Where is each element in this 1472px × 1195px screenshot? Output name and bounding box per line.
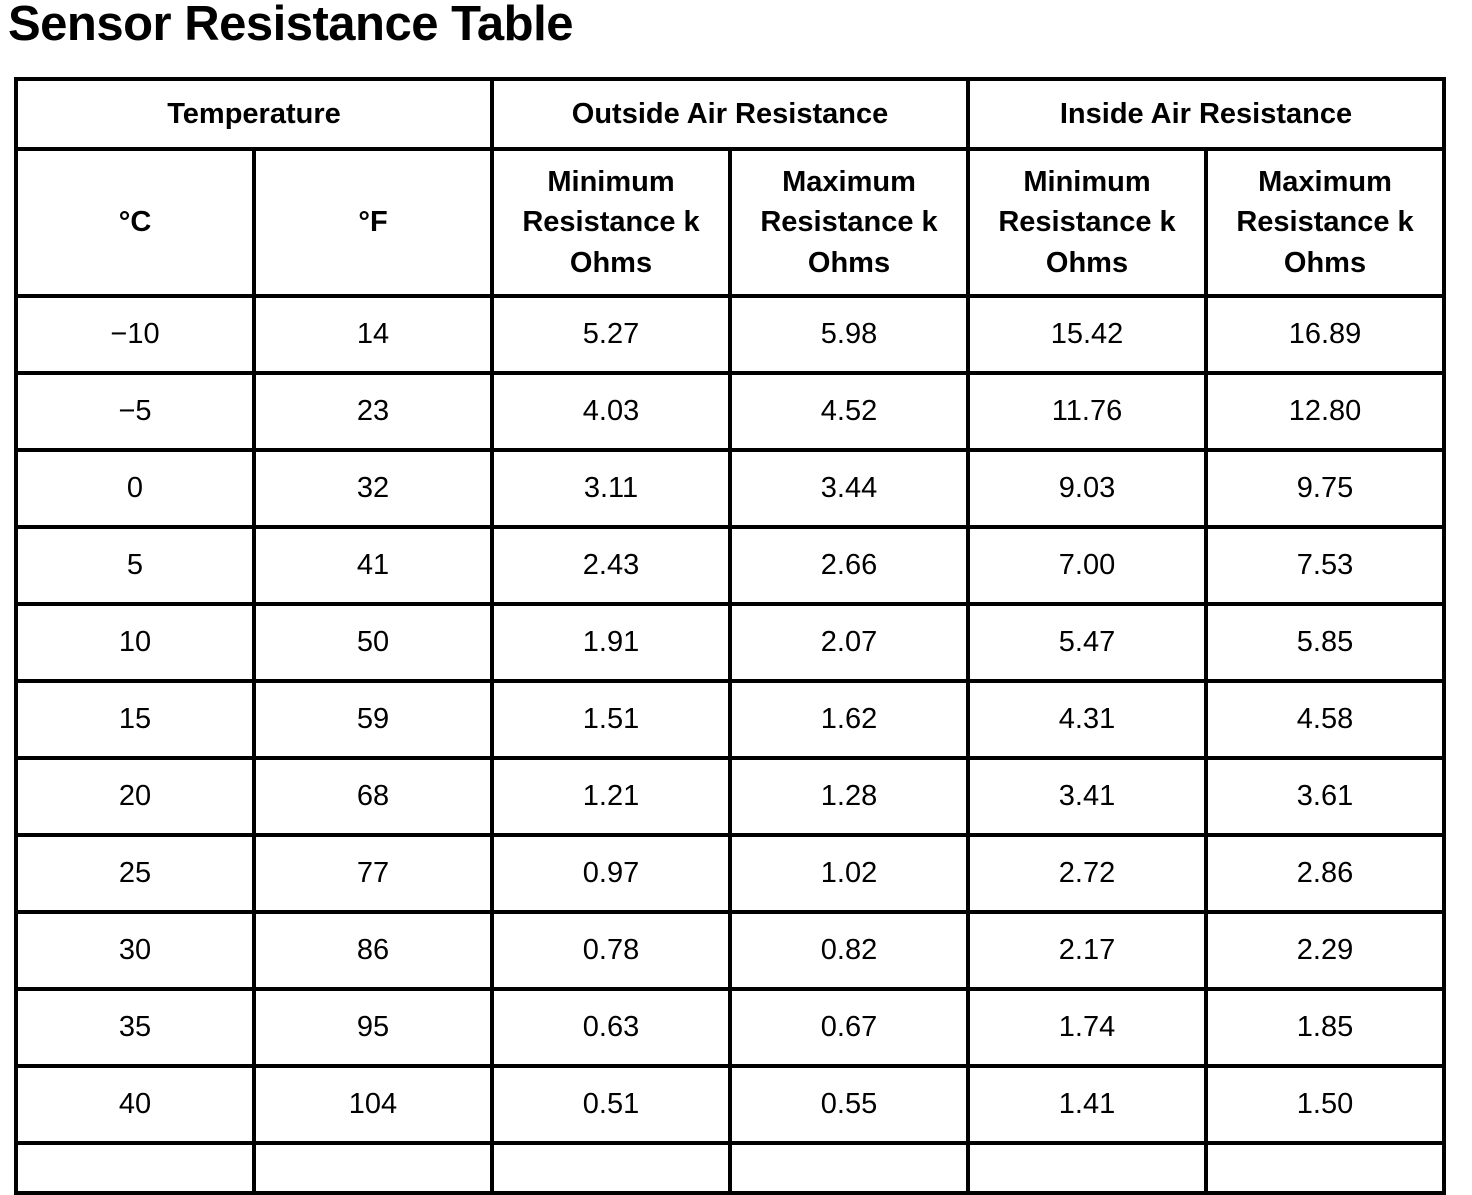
table-cell: 5.85 <box>1204 602 1446 683</box>
group-header-temperature: Temperature <box>14 77 494 151</box>
table-cell-empty <box>252 1141 494 1195</box>
table-row: 10 50 1.91 2.07 5.47 5.85 <box>14 602 1446 683</box>
table-cell: 10 <box>14 602 256 683</box>
table-cell: 2.72 <box>966 833 1208 914</box>
table-cell: 1.41 <box>966 1064 1208 1145</box>
table-cell: 1.74 <box>966 987 1208 1068</box>
group-header-inside-air-resistance: Inside Air Resistance <box>966 77 1446 151</box>
table-cell: 0.78 <box>490 910 732 991</box>
column-header-outside-min-resistance: Minimum Resistance k Ohms <box>490 147 732 298</box>
table-cell: 1.91 <box>490 602 732 683</box>
table-cell: 23 <box>252 371 494 452</box>
table-cell: 0.55 <box>728 1064 970 1145</box>
table-body: −10 14 5.27 5.98 15.42 16.89 −5 23 4.03 4.52 11.76… <box>14 294 1446 1195</box>
table-cell: 3.11 <box>490 448 732 529</box>
table-cell: 20 <box>14 756 256 837</box>
table-cell: 0.67 <box>728 987 970 1068</box>
table-cell-empty <box>728 1141 970 1195</box>
table-row: 40 104 0.51 0.55 1.41 1.50 <box>14 1064 1446 1145</box>
table-cell: 86 <box>252 910 494 991</box>
table-row: 5 41 2.43 2.66 7.00 7.53 <box>14 525 1446 606</box>
table-cell: −10 <box>14 294 256 375</box>
table-cell: 5.27 <box>490 294 732 375</box>
table-row: 20 68 1.21 1.28 3.41 3.61 <box>14 756 1446 837</box>
table-cell: 1.28 <box>728 756 970 837</box>
table-cell: −5 <box>14 371 256 452</box>
table-cell: 2.29 <box>1204 910 1446 991</box>
table-cell: 5 <box>14 525 256 606</box>
table-cell: 7.53 <box>1204 525 1446 606</box>
table-cell: 4.31 <box>966 679 1208 760</box>
table-cell: 0 <box>14 448 256 529</box>
table-head: Temperature Outside Air Resistance Insid… <box>14 77 1446 298</box>
table-cell: 2.43 <box>490 525 732 606</box>
table-cell: 15 <box>14 679 256 760</box>
table-cell: 4.52 <box>728 371 970 452</box>
table-row: 35 95 0.63 0.67 1.74 1.85 <box>14 987 1446 1068</box>
table-row: 25 77 0.97 1.02 2.72 2.86 <box>14 833 1446 914</box>
group-header-outside-air-resistance: Outside Air Resistance <box>490 77 970 151</box>
column-header-inside-min-resistance: Minimum Resistance k Ohms <box>966 147 1208 298</box>
column-header-celsius: °C <box>14 147 256 298</box>
table-cell: 0.51 <box>490 1064 732 1145</box>
table-cell: 5.47 <box>966 602 1208 683</box>
table-cell: 2.17 <box>966 910 1208 991</box>
table-cell: 3.41 <box>966 756 1208 837</box>
table-row: −10 14 5.27 5.98 15.42 16.89 <box>14 294 1446 375</box>
table-cell: 3.61 <box>1204 756 1446 837</box>
page-title: Sensor Resistance Table <box>8 0 573 51</box>
table-cell: 0.97 <box>490 833 732 914</box>
table-cell: 1.51 <box>490 679 732 760</box>
table-cell: 3.44 <box>728 448 970 529</box>
table-cell: 30 <box>14 910 256 991</box>
table-cell: 68 <box>252 756 494 837</box>
table-cell: 77 <box>252 833 494 914</box>
table-cell: 9.03 <box>966 448 1208 529</box>
table-row: 0 32 3.11 3.44 9.03 9.75 <box>14 448 1446 529</box>
column-header-inside-max-resistance: Maximum Resistance k Ohms <box>1204 147 1446 298</box>
table-cell: 25 <box>14 833 256 914</box>
table-cell: 2.66 <box>728 525 970 606</box>
table-cell: 2.07 <box>728 602 970 683</box>
column-header-outside-max-resistance: Maximum Resistance k Ohms <box>728 147 970 298</box>
table-cell: 4.03 <box>490 371 732 452</box>
table-cell: 50 <box>252 602 494 683</box>
table-cell: 104 <box>252 1064 494 1145</box>
table-cell: 7.00 <box>966 525 1208 606</box>
table-cell: 32 <box>252 448 494 529</box>
table-cell: 40 <box>14 1064 256 1145</box>
table-cell: 15.42 <box>966 294 1208 375</box>
table-cell: 0.82 <box>728 910 970 991</box>
table-cell-empty <box>490 1141 732 1195</box>
table-cell-empty <box>966 1141 1208 1195</box>
table-cell: 1.21 <box>490 756 732 837</box>
sensor-resistance-table: Temperature Outside Air Resistance Insid… <box>14 77 1446 1195</box>
table-cell: 1.02 <box>728 833 970 914</box>
table-cell: 1.85 <box>1204 987 1446 1068</box>
table-cell: 16.89 <box>1204 294 1446 375</box>
table-cell: 1.62 <box>728 679 970 760</box>
column-header-row: °C °F Minimum Resistance k Ohms Maximum … <box>14 147 1446 298</box>
table-cell: 1.50 <box>1204 1064 1446 1145</box>
table-cell: 0.63 <box>490 987 732 1068</box>
table-cell: 12.80 <box>1204 371 1446 452</box>
table-cell: 14 <box>252 294 494 375</box>
table-cell: 41 <box>252 525 494 606</box>
column-header-fahrenheit: °F <box>252 147 494 298</box>
table-row: 30 86 0.78 0.82 2.17 2.29 <box>14 910 1446 991</box>
table-row: 15 59 1.51 1.62 4.31 4.58 <box>14 679 1446 760</box>
table-row-partial <box>14 1141 1446 1195</box>
table-cell: 95 <box>252 987 494 1068</box>
table-cell-empty <box>14 1141 256 1195</box>
group-header-row: Temperature Outside Air Resistance Insid… <box>14 77 1446 151</box>
table-cell: 59 <box>252 679 494 760</box>
table-cell: 35 <box>14 987 256 1068</box>
table-cell: 5.98 <box>728 294 970 375</box>
table-cell: 9.75 <box>1204 448 1446 529</box>
table-cell-empty <box>1204 1141 1446 1195</box>
table-cell: 11.76 <box>966 371 1208 452</box>
table-cell: 2.86 <box>1204 833 1446 914</box>
table-cell: 4.58 <box>1204 679 1446 760</box>
table-row: −5 23 4.03 4.52 11.76 12.80 <box>14 371 1446 452</box>
